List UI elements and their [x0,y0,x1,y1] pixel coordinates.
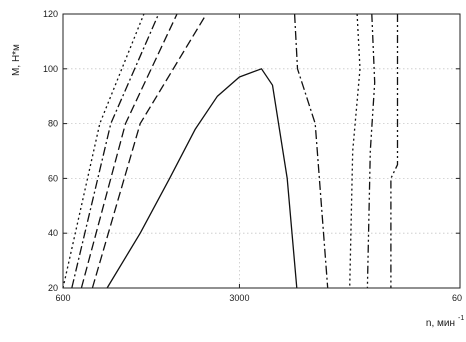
y-tick-label: 60 [48,173,58,183]
series-line-3 [293,13,329,289]
x-tick-label: 3000 [229,293,249,303]
series-line-5 [349,13,361,289]
y-tick-label: 80 [48,119,58,129]
grid-layer [63,14,460,288]
series-line-6 [71,13,160,289]
series-line-9 [390,14,399,288]
tick-layer [62,13,461,289]
y-axis-label: M, H*м [11,44,22,76]
x-axis-label-text: n, мин [426,318,455,329]
curve-layer [62,13,399,289]
x-tick-label: 600 [55,293,70,303]
x-axis-label: n, мин [426,318,455,329]
y-tick-label: 20 [48,283,58,293]
series-line-8 [62,13,145,289]
y-tick-label: 100 [43,64,58,74]
series-line-7 [366,13,376,289]
series-line-4 [80,13,178,289]
series-line-2 [91,13,207,289]
label-layer: 20 40 60 80 100 120 600 3000 60 [43,9,462,303]
x-axis-label-superscript: -1 [458,315,464,322]
series-line-1 [106,68,298,289]
y-tick-label: 40 [48,228,58,238]
plot-frame [62,13,461,289]
y-tick-label: 120 [43,9,58,19]
x-tick-label: 60 [452,293,462,303]
